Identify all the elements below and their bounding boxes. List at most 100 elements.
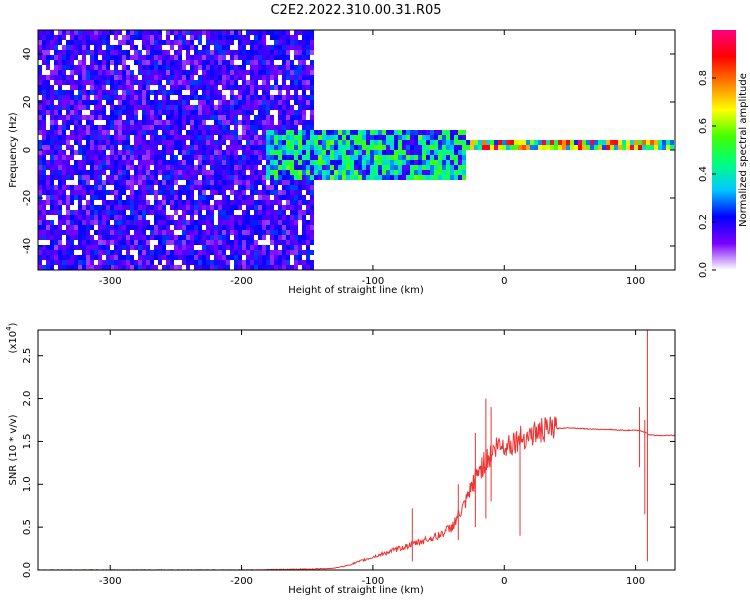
heat-cell [330,135,334,140]
heat-cell [74,220,78,225]
heat-cell [278,150,282,155]
heat-cell [274,200,278,205]
heat-cell [70,95,74,100]
heat-cell [174,170,178,175]
heat-cell [274,225,278,230]
heat-cell [166,180,170,185]
heat-cell [170,110,174,115]
heat-cell [78,105,82,110]
heat-cell [158,250,162,255]
heat-cell [86,190,90,195]
heat-cell [58,80,62,85]
heat-cell [134,55,138,60]
heat-cell [122,35,126,40]
heat-cell [102,125,106,130]
heat-cell [78,125,82,130]
heat-cell [62,120,66,125]
heat-cell [174,60,178,65]
heat-cell [122,125,126,130]
heat-cell [110,210,114,215]
heat-cell [310,70,314,75]
heat-cell [122,155,126,160]
heat-cell [174,255,178,260]
heat-cell [238,105,242,110]
heat-cell [162,210,166,215]
heat-cell [98,220,102,225]
heat-cell [242,235,246,240]
heat-cell [94,210,98,215]
heat-cell [458,135,462,140]
heat-cell [254,60,258,65]
heat-cell [266,245,270,250]
heat-cell [294,260,298,265]
heat-cell [406,145,410,150]
heat-cell [226,255,230,260]
heat-cell [234,190,238,195]
heat-cell [130,210,134,215]
heat-cell [258,255,262,260]
heat-cell [150,205,154,210]
heat-cell [46,90,50,95]
heat-cell [378,155,382,160]
heat-cell [110,235,114,240]
heat-cell [122,90,126,95]
heat-cell [262,30,266,35]
heat-cell [94,165,98,170]
heat-cell [294,250,298,255]
heat-cell [102,210,106,215]
heat-cell [310,265,314,270]
heat-cell [178,60,182,65]
snr-spikes [411,330,648,562]
heat-cell [138,150,142,155]
heat-cell [174,125,178,130]
heat-cell [42,55,46,60]
heat-cell [190,35,194,40]
heat-cell [86,100,90,105]
heat-cell [70,240,74,245]
heat-cell [642,145,646,150]
heat-cell [90,240,94,245]
heat-cell [118,135,122,140]
heat-cell [206,90,210,95]
heat-cell [246,110,250,115]
heat-cell [178,110,182,115]
heat-cell [126,225,130,230]
heat-cell [122,160,126,165]
heat-cell [286,170,290,175]
heat-cell [262,45,266,50]
heat-cell [78,200,82,205]
heat-cell [290,145,294,150]
heat-cell [242,240,246,245]
heat-cell [170,65,174,70]
heat-cell [498,140,502,145]
heat-cell [294,70,298,75]
heat-cell [462,170,466,175]
heat-cell [166,145,170,150]
heat-cell [266,50,270,55]
heat-cell [198,215,202,220]
heat-cell [158,210,162,215]
heat-cell [306,105,310,110]
heat-cell [50,225,54,230]
heat-cell [218,125,222,130]
heat-cell [454,145,458,150]
heat-cell [114,70,118,75]
heat-cell [590,145,594,150]
heat-cell [366,175,370,180]
heat-cell [150,150,154,155]
heat-cell [170,40,174,45]
heat-cell [78,160,82,165]
heat-cell [174,245,178,250]
heat-cell [194,30,198,35]
heat-cell [158,215,162,220]
heat-cell [334,140,338,145]
heat-cell [98,95,102,100]
heat-cell [150,120,154,125]
heat-cell [90,205,94,210]
heat-cell [114,205,118,210]
heat-cell [646,145,650,150]
heat-cell [66,100,70,105]
heat-cell [334,145,338,150]
heat-cell [206,230,210,235]
heat-cell [210,230,214,235]
